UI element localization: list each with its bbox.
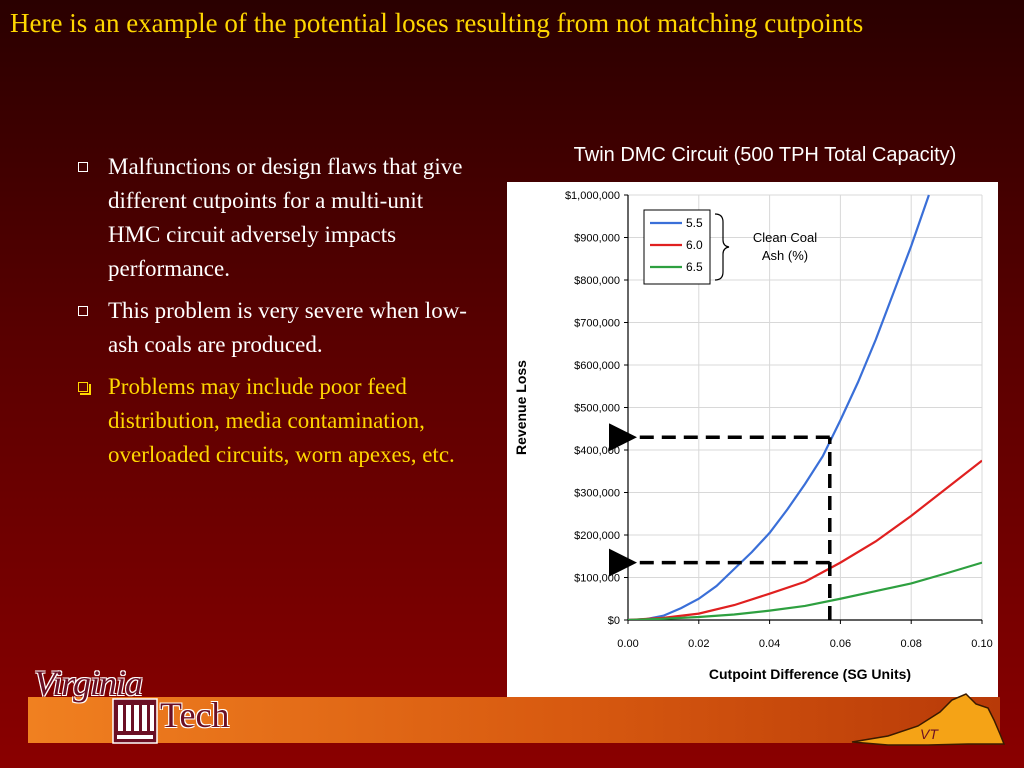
y-tick-label: $100,000 xyxy=(574,573,620,585)
bullet-box-icon xyxy=(78,162,88,172)
y-tick-label: $600,000 xyxy=(574,360,620,372)
university-building-icon xyxy=(112,698,158,744)
bullet-item: This problem is very severe when low-ash… xyxy=(78,294,478,362)
series-line-5-5 xyxy=(628,194,930,620)
x-tick-label: 0.10 xyxy=(971,638,992,650)
logo-wordmark-virginia: Virginia xyxy=(34,663,143,703)
y-axis-label: Revenue Loss xyxy=(513,360,529,455)
virginia-state-map-icon: VT xyxy=(851,693,1006,746)
bullet-box-icon xyxy=(78,306,88,316)
chart-title: Twin DMC Circuit (500 TPH Total Capacity… xyxy=(573,144,957,166)
x-tick-label: 0.08 xyxy=(900,638,921,650)
footer-bar xyxy=(28,697,1000,743)
bullet-item: Problems may include poor feed distribut… xyxy=(78,370,478,472)
bullet-text: Malfunctions or design flaws that give d… xyxy=(108,154,463,281)
bullet-list: Malfunctions or design flaws that give d… xyxy=(78,150,478,480)
legend-label: 6.0 xyxy=(686,238,703,252)
bullet-text: This problem is very severe when low-ash… xyxy=(108,298,467,357)
x-axis-label: Cutpoint Difference (SG Units) xyxy=(709,666,911,682)
y-tick-label: $700,000 xyxy=(574,318,620,330)
revenue-loss-chart: $0 $100,000 $200,000 $300,000 $400,000 $500,0… xyxy=(513,190,993,682)
chart-panel: $0 $100,000 $200,000 $300,000 $400,000 $500,0… xyxy=(507,182,998,697)
y-tick-label: $800,000 xyxy=(574,275,620,287)
y-tick-label: $1,000,000 xyxy=(565,190,620,202)
y-tick-label: $300,000 xyxy=(574,488,620,500)
y-tick-label: $500,000 xyxy=(574,403,620,415)
slide-title: Here is an example of the potential lose… xyxy=(10,8,864,38)
x-tick-label: 0.06 xyxy=(830,638,851,650)
logo-wordmark-tech: Tech xyxy=(160,695,230,735)
legend-label: 5.5 xyxy=(686,216,703,230)
y-tick-label: $400,000 xyxy=(574,445,620,457)
bullet-item: Malfunctions or design flaws that give d… xyxy=(78,150,478,286)
y-tick-label: $200,000 xyxy=(574,530,620,542)
bullet-checkbox-icon xyxy=(78,382,91,395)
bullet-text: Problems may include poor feed distribut… xyxy=(108,374,455,467)
y-tick-label: $900,000 xyxy=(574,233,620,245)
legend-brace xyxy=(714,213,730,281)
x-tick-label: 0.04 xyxy=(759,638,780,650)
y-tick-label: $0 xyxy=(608,615,620,627)
state-label: VT xyxy=(920,726,939,742)
legend-title: Clean Coal xyxy=(753,230,817,245)
legend-title: Ash (%) xyxy=(762,248,808,263)
legend-label: 6.5 xyxy=(686,260,703,274)
series-line-6-5 xyxy=(628,561,982,620)
x-tick-label: 0.02 xyxy=(688,638,709,650)
series-line-6-0 xyxy=(628,459,982,620)
x-tick-label: 0.00 xyxy=(617,638,638,650)
